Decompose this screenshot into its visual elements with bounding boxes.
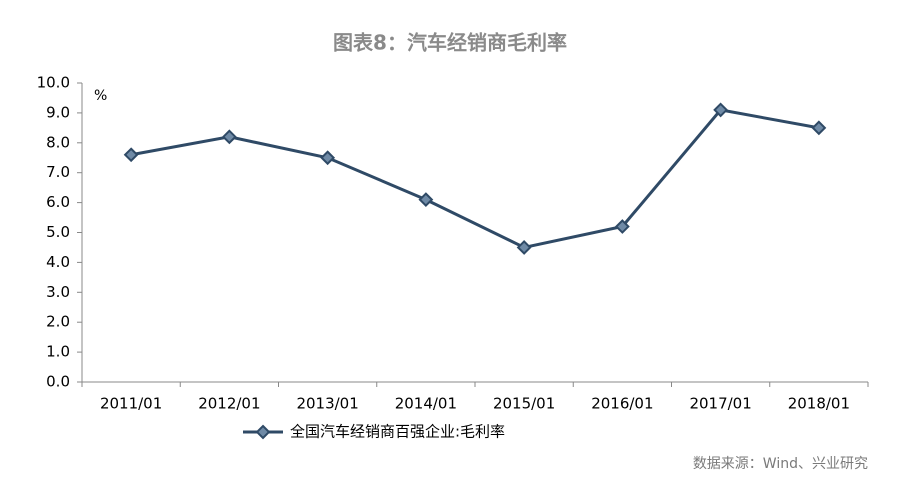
legend-label: 全国汽车经销商百强企业:毛利率 <box>290 423 505 441</box>
series-line <box>130 108 820 250</box>
point-marker <box>320 150 336 166</box>
point-marker <box>123 147 139 163</box>
y-tick-label: 1.0 <box>46 343 70 361</box>
point-marker <box>516 240 532 255</box>
x-tick-label: 2014/01 <box>395 395 457 413</box>
chart-title: 图表8：汽车经销商毛利率 <box>333 31 567 55</box>
point-marker <box>713 102 729 118</box>
x-tick-label: 2012/01 <box>198 395 260 413</box>
y-tick-label: 4.0 <box>46 253 70 271</box>
y-tick-label: 10.0 <box>37 74 70 92</box>
x-tick-label: 2017/01 <box>689 395 751 413</box>
y-unit: % <box>94 88 107 104</box>
y-tick-label: 2.0 <box>46 313 70 331</box>
y-tick-label: 5.0 <box>46 223 70 241</box>
x-tick-label: 2015/01 <box>493 395 555 413</box>
y-tick-label: 9.0 <box>46 103 70 121</box>
point-marker <box>221 129 237 145</box>
x-tick-label: 2018/01 <box>788 395 850 413</box>
point-marker <box>418 192 434 208</box>
x-tick-label: 2016/01 <box>591 395 653 413</box>
x-tick-label: 2011/01 <box>100 395 162 413</box>
y-tick-label: 7.0 <box>46 163 70 181</box>
point-marker <box>614 219 630 234</box>
y-tick-label: 8.0 <box>46 133 70 151</box>
legend-marker <box>255 424 271 440</box>
y-tick-label: 0.0 <box>46 373 70 391</box>
x-tick-label: 2013/01 <box>296 395 358 413</box>
y-tick-label: 3.0 <box>46 283 70 301</box>
point-marker <box>811 120 827 136</box>
source-note: 数据来源：Wind、兴业研究 <box>693 456 868 472</box>
y-tick-label: 6.0 <box>46 193 70 211</box>
